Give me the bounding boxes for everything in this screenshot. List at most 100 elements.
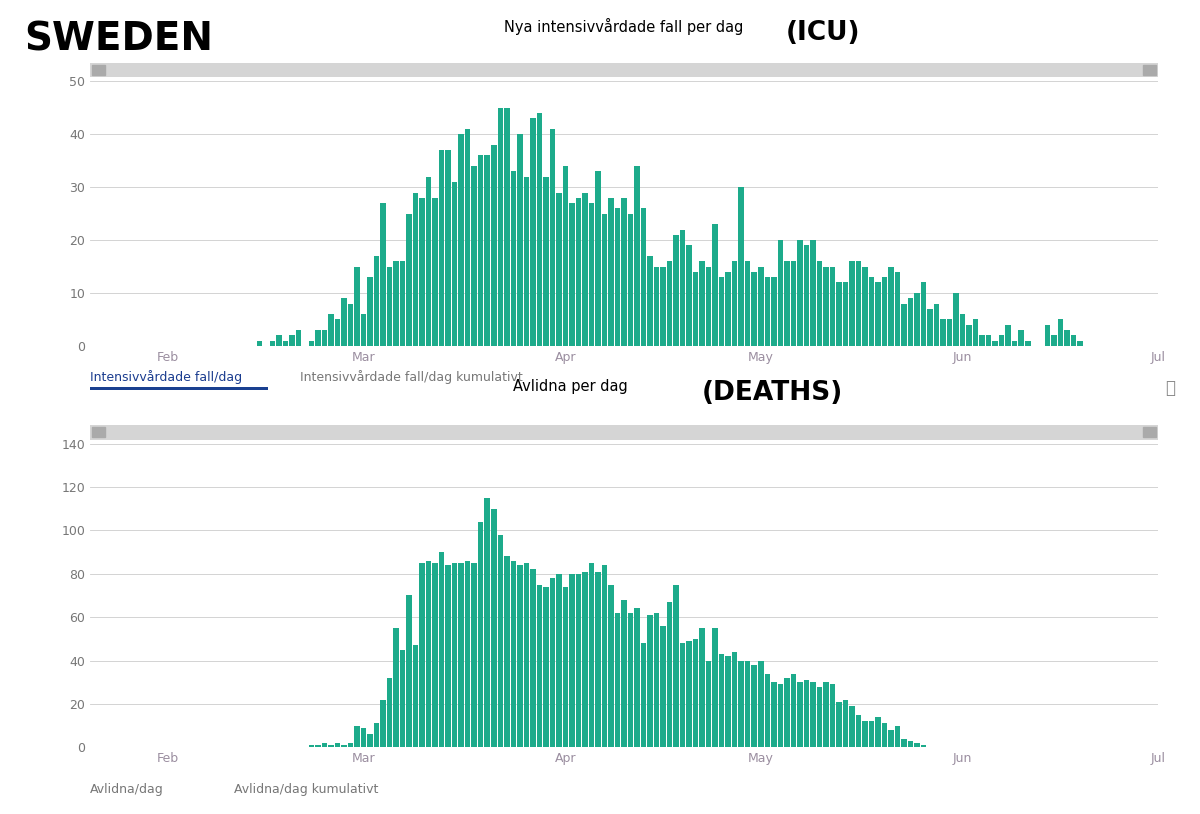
Bar — [354, 725, 360, 747]
Bar — [810, 240, 816, 346]
Bar — [523, 563, 529, 747]
Bar — [829, 267, 835, 346]
Bar — [836, 702, 841, 747]
Bar — [772, 682, 776, 747]
Bar — [510, 561, 516, 747]
Bar — [419, 563, 425, 747]
Bar — [614, 613, 620, 747]
Bar — [875, 717, 881, 747]
Bar — [426, 561, 432, 747]
Bar — [576, 198, 581, 346]
Bar — [614, 208, 620, 346]
Bar — [426, 177, 432, 346]
Bar — [1051, 335, 1056, 346]
Bar — [953, 293, 959, 346]
Bar — [816, 261, 822, 346]
Bar — [432, 198, 438, 346]
Bar — [439, 150, 444, 346]
Bar — [706, 267, 712, 346]
Bar — [647, 256, 653, 346]
Bar — [445, 565, 451, 747]
Bar — [907, 741, 913, 747]
Bar — [582, 571, 588, 747]
Bar — [316, 745, 320, 747]
Text: (ICU): (ICU) — [786, 20, 860, 46]
Bar — [452, 182, 457, 346]
Bar — [862, 721, 868, 747]
Bar — [439, 552, 444, 747]
Bar — [530, 119, 535, 346]
Bar — [745, 261, 750, 346]
Bar — [380, 204, 386, 346]
Bar — [316, 330, 320, 346]
Bar — [413, 646, 419, 747]
Bar — [713, 225, 718, 346]
Bar — [322, 743, 328, 747]
Bar — [804, 246, 809, 346]
Bar — [692, 639, 698, 747]
Bar — [282, 341, 288, 346]
Bar — [419, 198, 425, 346]
Text: Avlidna/dag kumulativt: Avlidna/dag kumulativt — [234, 783, 378, 796]
Bar — [308, 745, 314, 747]
Bar — [888, 730, 894, 747]
Bar — [373, 256, 379, 346]
Bar — [764, 673, 770, 747]
Bar — [882, 277, 887, 346]
Bar — [517, 565, 522, 747]
Bar — [816, 686, 822, 747]
Bar — [400, 650, 406, 747]
Bar — [257, 341, 262, 346]
Bar — [998, 335, 1004, 346]
Bar — [348, 304, 353, 346]
Bar — [361, 314, 366, 346]
Bar — [1025, 341, 1031, 346]
Bar — [772, 277, 776, 346]
Bar — [686, 246, 692, 346]
Bar — [1070, 335, 1076, 346]
Bar — [1006, 325, 1010, 346]
Bar — [660, 626, 666, 747]
Bar — [491, 509, 497, 747]
Bar — [895, 272, 900, 346]
Bar — [628, 213, 634, 346]
Bar — [523, 177, 529, 346]
Bar — [692, 272, 698, 346]
Bar — [901, 304, 907, 346]
Bar — [589, 204, 594, 346]
Bar — [875, 282, 881, 346]
Bar — [856, 715, 862, 747]
Bar — [758, 660, 763, 747]
Bar — [322, 330, 328, 346]
Bar — [380, 699, 386, 747]
Text: Avlidna/dag: Avlidna/dag — [90, 783, 163, 796]
Bar — [478, 522, 484, 747]
Bar — [335, 743, 341, 747]
Bar — [289, 335, 295, 346]
Bar — [386, 267, 392, 346]
Bar — [270, 341, 275, 346]
Bar — [641, 208, 647, 346]
Bar — [706, 660, 712, 747]
Bar — [791, 673, 796, 747]
Bar — [386, 678, 392, 747]
Bar — [550, 129, 556, 346]
Bar — [700, 628, 704, 747]
Bar — [842, 699, 848, 747]
Bar — [732, 261, 738, 346]
Bar — [784, 678, 790, 747]
Bar — [907, 299, 913, 346]
Text: (DEATHS): (DEATHS) — [702, 380, 844, 406]
Bar — [348, 743, 353, 747]
Bar — [595, 571, 601, 747]
Bar — [928, 309, 932, 346]
Text: Nya intensivvårdade fall per dag: Nya intensivvårdade fall per dag — [504, 18, 744, 35]
Bar — [920, 745, 926, 747]
Bar — [276, 335, 282, 346]
Bar — [544, 587, 548, 747]
Bar — [563, 166, 568, 346]
Bar — [452, 563, 457, 747]
Bar — [751, 665, 757, 747]
Bar — [341, 299, 347, 346]
Bar — [979, 335, 985, 346]
